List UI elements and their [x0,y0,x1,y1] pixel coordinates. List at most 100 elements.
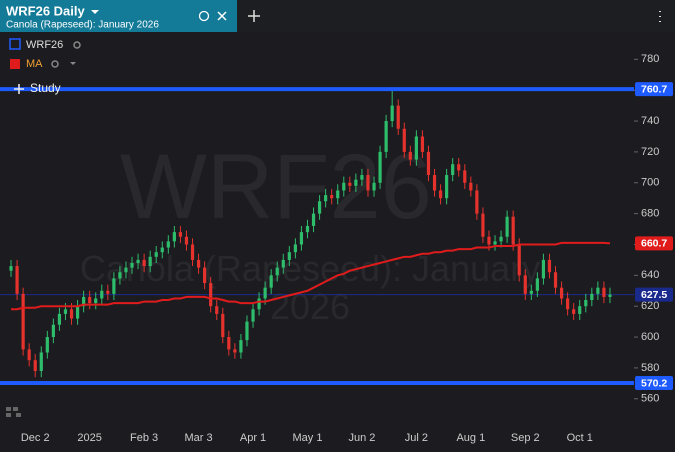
candle-body [124,267,128,273]
candle-body [15,266,19,294]
candle-body [475,190,479,214]
legend-label[interactable]: WRF26 [26,39,63,51]
y-tick-label: 620 [641,300,659,312]
x-tick-label: 2025 [77,432,101,444]
x-tick-label: Apr 1 [240,432,266,444]
price-tag [635,236,673,251]
candle-body [481,213,485,237]
candle-body [342,182,346,191]
tab-icon[interactable] [198,10,210,22]
candle-body [190,244,195,260]
price-tag-label: 660.7 [641,238,667,250]
active-tab[interactable] [0,0,237,32]
price-tag-label: 627.5 [641,289,667,301]
legend-menu[interactable] [70,62,76,65]
y-tick-label: 780 [641,53,659,65]
candle-body [324,195,328,202]
x-tick-label: Dec 2 [21,432,50,444]
candle-body [136,259,140,263]
x-tick-label: Jun 2 [348,432,375,444]
candle-body [420,136,425,152]
candle-body [160,247,164,253]
candle-body [209,283,213,307]
candle-body [142,259,146,267]
candle-body [269,275,273,288]
candle-body [215,306,219,314]
candle-body [366,175,370,191]
candle-body [311,213,316,226]
candle-body [529,290,533,294]
close-tab[interactable] [217,11,227,21]
study-button[interactable]: Study [30,81,61,95]
candle-body [166,241,170,248]
candle-body [517,244,521,276]
candle-body [578,306,582,314]
candle-body [457,164,461,171]
candle-body [227,337,231,350]
candle-body [378,151,382,183]
ma-line [11,241,611,311]
x-tick-label: Jul 2 [405,432,428,444]
candle-body [596,287,600,294]
candle-body [178,232,183,237]
candle-body [184,236,189,245]
candle-body [27,349,31,361]
candle-body [354,179,358,186]
candle-body [39,352,43,371]
x-tick-label: Aug 1 [456,432,485,444]
y-tick-label: 720 [641,146,659,158]
candle-body [523,275,527,294]
candle-body [9,266,13,271]
y-tick-label: 740 [641,115,659,127]
candle-body [602,287,606,297]
candle-body [106,290,110,294]
y-tick-label: 700 [641,177,659,189]
candle-body [463,170,467,183]
candle-body [432,175,437,191]
candle-body [426,151,431,176]
candle-body [33,360,37,371]
candle-body [118,272,122,279]
candle-body [130,262,134,268]
candle-body [390,105,394,122]
candle-body [305,225,310,233]
candle-body [63,309,68,314]
candle-body [245,321,249,341]
candle-body [251,309,255,322]
candle-body [408,151,412,160]
candle-body [445,175,449,199]
candle-body [487,236,491,245]
candle-body [233,349,237,353]
legend-label[interactable]: MA [26,58,43,70]
settings-icon[interactable] [51,60,59,68]
candle-body [75,306,80,319]
candle-body [384,121,388,152]
price-tag [635,376,673,391]
candle-body [469,182,473,191]
price-tag-label: 760.7 [641,83,667,95]
candle-body [112,278,116,294]
tab-subtitle: Canola (Rapeseed): January 2026 [6,20,159,31]
x-tick-label: Sep 2 [511,432,540,444]
candle-body [336,190,340,199]
candle-body [493,241,497,245]
tab-menu[interactable] [91,10,99,14]
candle-body [196,259,201,268]
candle-body [57,313,62,325]
legend-swatch [9,38,21,50]
candle-body [317,201,322,214]
y-tick-label: 680 [641,208,659,220]
candle-body [590,293,594,301]
x-tick-label: Oct 1 [567,432,593,444]
add-icon[interactable] [14,84,24,94]
tab-title: WRF26 Daily [6,3,86,18]
candle-body [360,175,364,180]
candle-body [608,294,612,297]
candle-body [414,136,418,160]
y-tick-label: 560 [641,393,659,405]
candle-body [257,298,261,310]
candle-body [505,216,509,237]
candle-body [553,272,558,288]
new-tab[interactable] [248,10,260,22]
settings-icon[interactable] [73,41,81,49]
